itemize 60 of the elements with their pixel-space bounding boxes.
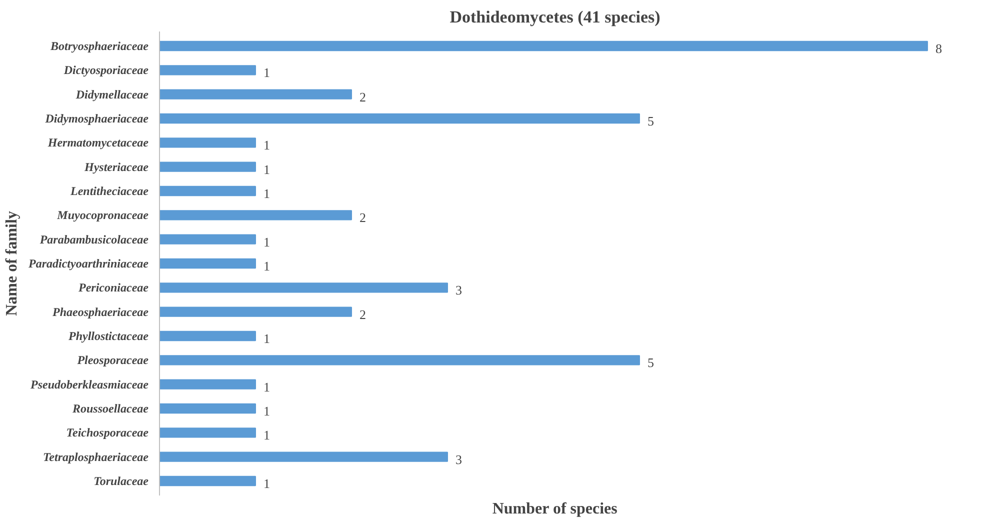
bar [160, 282, 448, 293]
bar [160, 138, 256, 148]
data-label: 1 [263, 428, 270, 443]
bar [160, 40, 928, 52]
bar [160, 186, 256, 196]
bar [160, 403, 256, 414]
data-label: 1 [263, 476, 270, 491]
data-label: 1 [263, 234, 270, 250]
data-label: 2 [359, 210, 366, 226]
data-label: 2 [359, 306, 366, 322]
data-label: 5 [647, 355, 654, 370]
y-tick-label: Phyllostictaceae [68, 329, 150, 343]
data-label: 3 [455, 452, 462, 467]
y-tick-label: Parabambusicolaceae [40, 232, 150, 246]
bar [160, 355, 640, 366]
bar [160, 162, 256, 172]
y-tick-label: Botryosphaeriaceae [50, 39, 150, 53]
data-label: 8 [935, 41, 942, 56]
data-label: 2 [359, 89, 366, 104]
data-label: 1 [263, 331, 270, 346]
y-tick-label: Pseudoberkleasmiaceae [30, 377, 150, 392]
bar [160, 234, 256, 244]
data-label: 5 [647, 114, 654, 128]
bar [160, 379, 256, 390]
y-tick-label: Lentitheciaceae [70, 184, 150, 198]
y-tick-label: Didymosphaeriaceae [44, 112, 150, 126]
bar [160, 428, 256, 438]
data-label: 1 [263, 162, 270, 177]
y-axis-title: Name of family [4, 211, 21, 316]
bar [160, 330, 256, 342]
y-tick-label: Tetraplosphaeriaceae [42, 450, 150, 464]
y-tick-label: Teichosporaceae [66, 426, 150, 440]
y-tick-label: Phaeosphaeriaceae [52, 304, 150, 319]
chart-title: Dothideomycetes (41 species) [450, 8, 660, 26]
bar [160, 89, 352, 100]
bar [160, 476, 256, 486]
x-axis-title: Number of species [492, 500, 618, 518]
y-tick-label: Pleosporaceae [77, 353, 150, 368]
y-tick-label: Hysteriaceae [84, 160, 150, 174]
y-tick-label: Paradictyoarthriniaceae [28, 256, 150, 270]
data-label: 1 [263, 138, 270, 153]
bar [160, 452, 448, 462]
bar [160, 113, 640, 124]
bar [160, 306, 352, 317]
y-tick-label: Didymellaceae [74, 87, 150, 102]
y-tick-label: Muyocopronaceae [56, 208, 150, 222]
y-tick-label: Hermatomycetaceae [46, 136, 150, 150]
data-label: 1 [263, 186, 270, 201]
bar [160, 258, 256, 269]
y-tick-label: Dictyosporiaceae [62, 63, 150, 78]
y-tick-label: Roussoellaceae [72, 402, 150, 416]
bar [160, 210, 352, 220]
data-label: 1 [263, 258, 270, 274]
data-label: 3 [455, 282, 462, 298]
bar [160, 65, 256, 76]
data-label: 1 [263, 65, 270, 80]
y-tick-label: Periconiaceae [78, 280, 150, 295]
data-label: 1 [263, 404, 270, 418]
data-label: 1 [263, 379, 270, 394]
y-tick-label: Torulaceae [94, 474, 150, 488]
